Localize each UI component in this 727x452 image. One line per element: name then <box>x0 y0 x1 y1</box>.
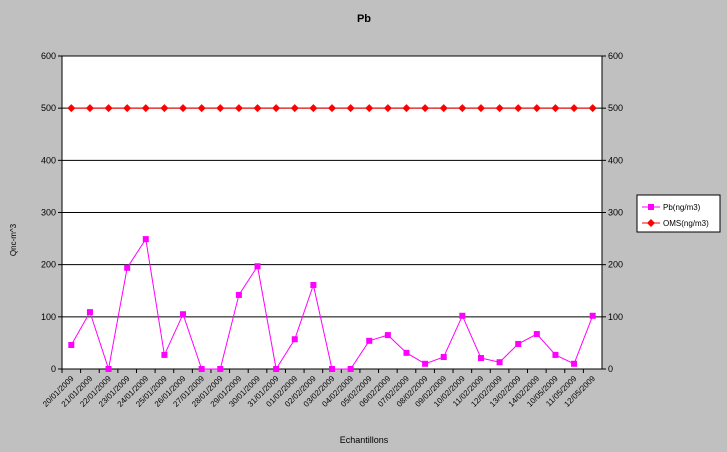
marker <box>272 104 281 113</box>
marker <box>141 104 150 113</box>
y-tick-label: 200 <box>41 260 56 270</box>
y-tick-label: 400 <box>41 155 56 165</box>
marker <box>421 104 430 113</box>
marker <box>495 104 504 113</box>
marker <box>347 366 354 372</box>
y2-tick-label: 200 <box>608 260 623 270</box>
marker <box>588 104 597 113</box>
marker <box>86 309 93 316</box>
marker <box>160 104 169 113</box>
marker <box>124 264 131 271</box>
marker <box>403 349 410 356</box>
legend-label: Pb(ng/m3) <box>663 203 701 212</box>
marker <box>422 360 429 367</box>
y2-tick-label: 600 <box>608 51 623 61</box>
marker <box>85 104 94 113</box>
y-axis-label: Qnc-m^3 <box>9 223 18 256</box>
y2-tick-label: 500 <box>608 103 623 113</box>
marker <box>198 366 205 372</box>
marker <box>235 291 242 298</box>
marker <box>254 263 261 270</box>
marker <box>216 104 225 113</box>
marker <box>142 236 149 243</box>
marker <box>329 366 335 372</box>
marker <box>648 204 654 210</box>
marker <box>514 104 523 113</box>
marker <box>476 104 485 113</box>
y-tick-label: 300 <box>41 208 56 218</box>
marker <box>440 354 447 361</box>
x-axis-label: Echantillons <box>340 435 389 445</box>
marker <box>309 104 318 113</box>
marker <box>402 104 411 113</box>
y2-tick-label: 300 <box>608 208 623 218</box>
marker <box>532 104 541 113</box>
marker <box>328 104 336 113</box>
marker <box>383 104 392 113</box>
marker <box>551 104 560 113</box>
y-tick-label: 100 <box>41 312 56 322</box>
y2-tick-label: 0 <box>608 364 613 374</box>
marker <box>570 104 579 113</box>
marker <box>571 360 578 367</box>
marker <box>68 342 75 349</box>
marker <box>104 104 113 113</box>
marker <box>346 104 355 113</box>
marker <box>515 340 522 347</box>
marker <box>180 311 187 318</box>
marker <box>365 104 374 113</box>
marker <box>366 337 373 344</box>
marker <box>533 331 540 338</box>
y2-tick-label: 100 <box>608 312 623 322</box>
marker <box>589 312 596 319</box>
marker <box>273 366 280 372</box>
marker <box>217 366 224 372</box>
marker <box>496 359 503 366</box>
marker <box>477 355 484 362</box>
legend-label: OMS(ng/m3) <box>663 219 709 228</box>
marker <box>253 104 262 113</box>
marker <box>552 351 559 358</box>
y-tick-label: 500 <box>41 103 56 113</box>
y-tick-label: 0 <box>51 364 56 374</box>
y2-tick-label: 400 <box>608 155 623 165</box>
chart-title: Pb <box>357 13 371 25</box>
marker <box>123 104 132 113</box>
marker <box>291 336 298 343</box>
y-tick-label: 600 <box>41 51 56 61</box>
marker <box>161 351 168 358</box>
marker <box>459 312 466 319</box>
marker <box>647 219 655 227</box>
marker <box>197 104 206 113</box>
marker <box>179 104 188 113</box>
marker <box>439 104 448 113</box>
marker <box>290 104 299 113</box>
marker <box>105 366 112 372</box>
marker <box>67 104 76 113</box>
marker <box>384 332 391 339</box>
marker <box>310 282 317 289</box>
marker <box>234 104 243 113</box>
marker <box>458 104 467 113</box>
